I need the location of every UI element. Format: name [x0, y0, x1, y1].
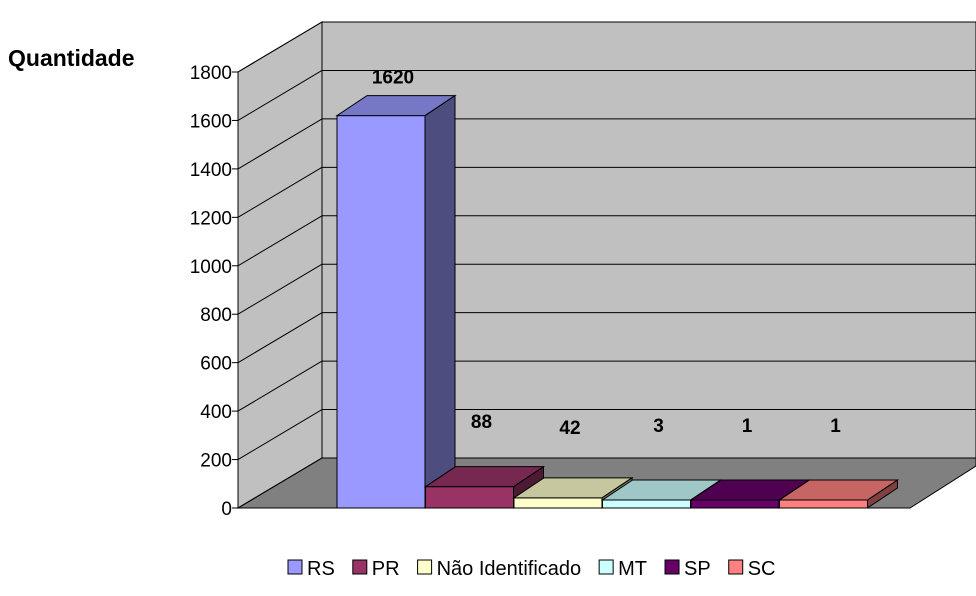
legend-swatch: [664, 559, 680, 575]
y-tick-label: 1200: [190, 208, 232, 229]
data-label: 3: [653, 416, 664, 437]
y-tick-label: 1800: [190, 63, 232, 84]
legend-label: RS: [307, 558, 335, 580]
bar-top: [423, 466, 546, 488]
bar-top: [777, 479, 900, 501]
legend-label: MT: [618, 558, 647, 580]
y-tick-label: 1400: [190, 160, 232, 181]
data-label: 1: [742, 416, 753, 437]
legend-swatch: [352, 559, 368, 575]
gridline-side: [237, 360, 323, 412]
gridline-side: [237, 118, 323, 170]
legend-swatch: [417, 559, 433, 575]
y-tick-label: 600: [200, 354, 232, 375]
legend-swatch: [728, 559, 744, 575]
y-axis: Quantidade 0 200 400 600 800 1000 1200 1400 1600…: [8, 45, 239, 520]
legend-label: Não Identificado: [437, 558, 582, 580]
data-label: 1: [830, 416, 841, 437]
data-label: 88: [471, 412, 492, 433]
bar-top: [335, 95, 457, 117]
gridline-side: [237, 457, 323, 509]
y-tick-label: 0: [221, 499, 232, 520]
gridline-side: [237, 21, 323, 73]
bar-front: [513, 497, 603, 509]
bars: [335, 94, 900, 509]
gridline-side: [237, 70, 323, 121]
legend: RS PR Não Identificado MT SP SC: [287, 558, 776, 580]
bar-front: [336, 115, 426, 509]
y-tick-label: 200: [200, 451, 232, 472]
bar-top: [512, 477, 634, 499]
gridline-side: [237, 312, 323, 364]
bar-front: [779, 499, 868, 509]
bar-side: [424, 94, 456, 509]
gridline-side: [237, 166, 323, 218]
gridline-side: [237, 215, 323, 267]
y-tick-label: 1600: [190, 111, 232, 132]
gridline-side: [237, 409, 323, 460]
bar-front: [690, 499, 780, 509]
data-label: 42: [559, 418, 580, 439]
legend-label: SC: [748, 558, 776, 580]
bar-front: [602, 499, 691, 509]
data-label: 1620: [372, 68, 414, 89]
y-tick-label: 400: [200, 402, 232, 423]
legend-label: PR: [372, 558, 400, 580]
legend-label: SP: [684, 558, 711, 580]
y-tick-label: 1000: [190, 257, 232, 278]
legend-swatch: [598, 559, 614, 575]
y-axis-title: Quantidade: [8, 45, 135, 71]
data-labels: 1620 88 42 3 1 1: [372, 68, 841, 439]
y-tick-label: 800: [200, 305, 232, 326]
legend-swatch: [287, 559, 303, 575]
gridline-side: [237, 263, 323, 315]
bar-front: [425, 486, 514, 509]
